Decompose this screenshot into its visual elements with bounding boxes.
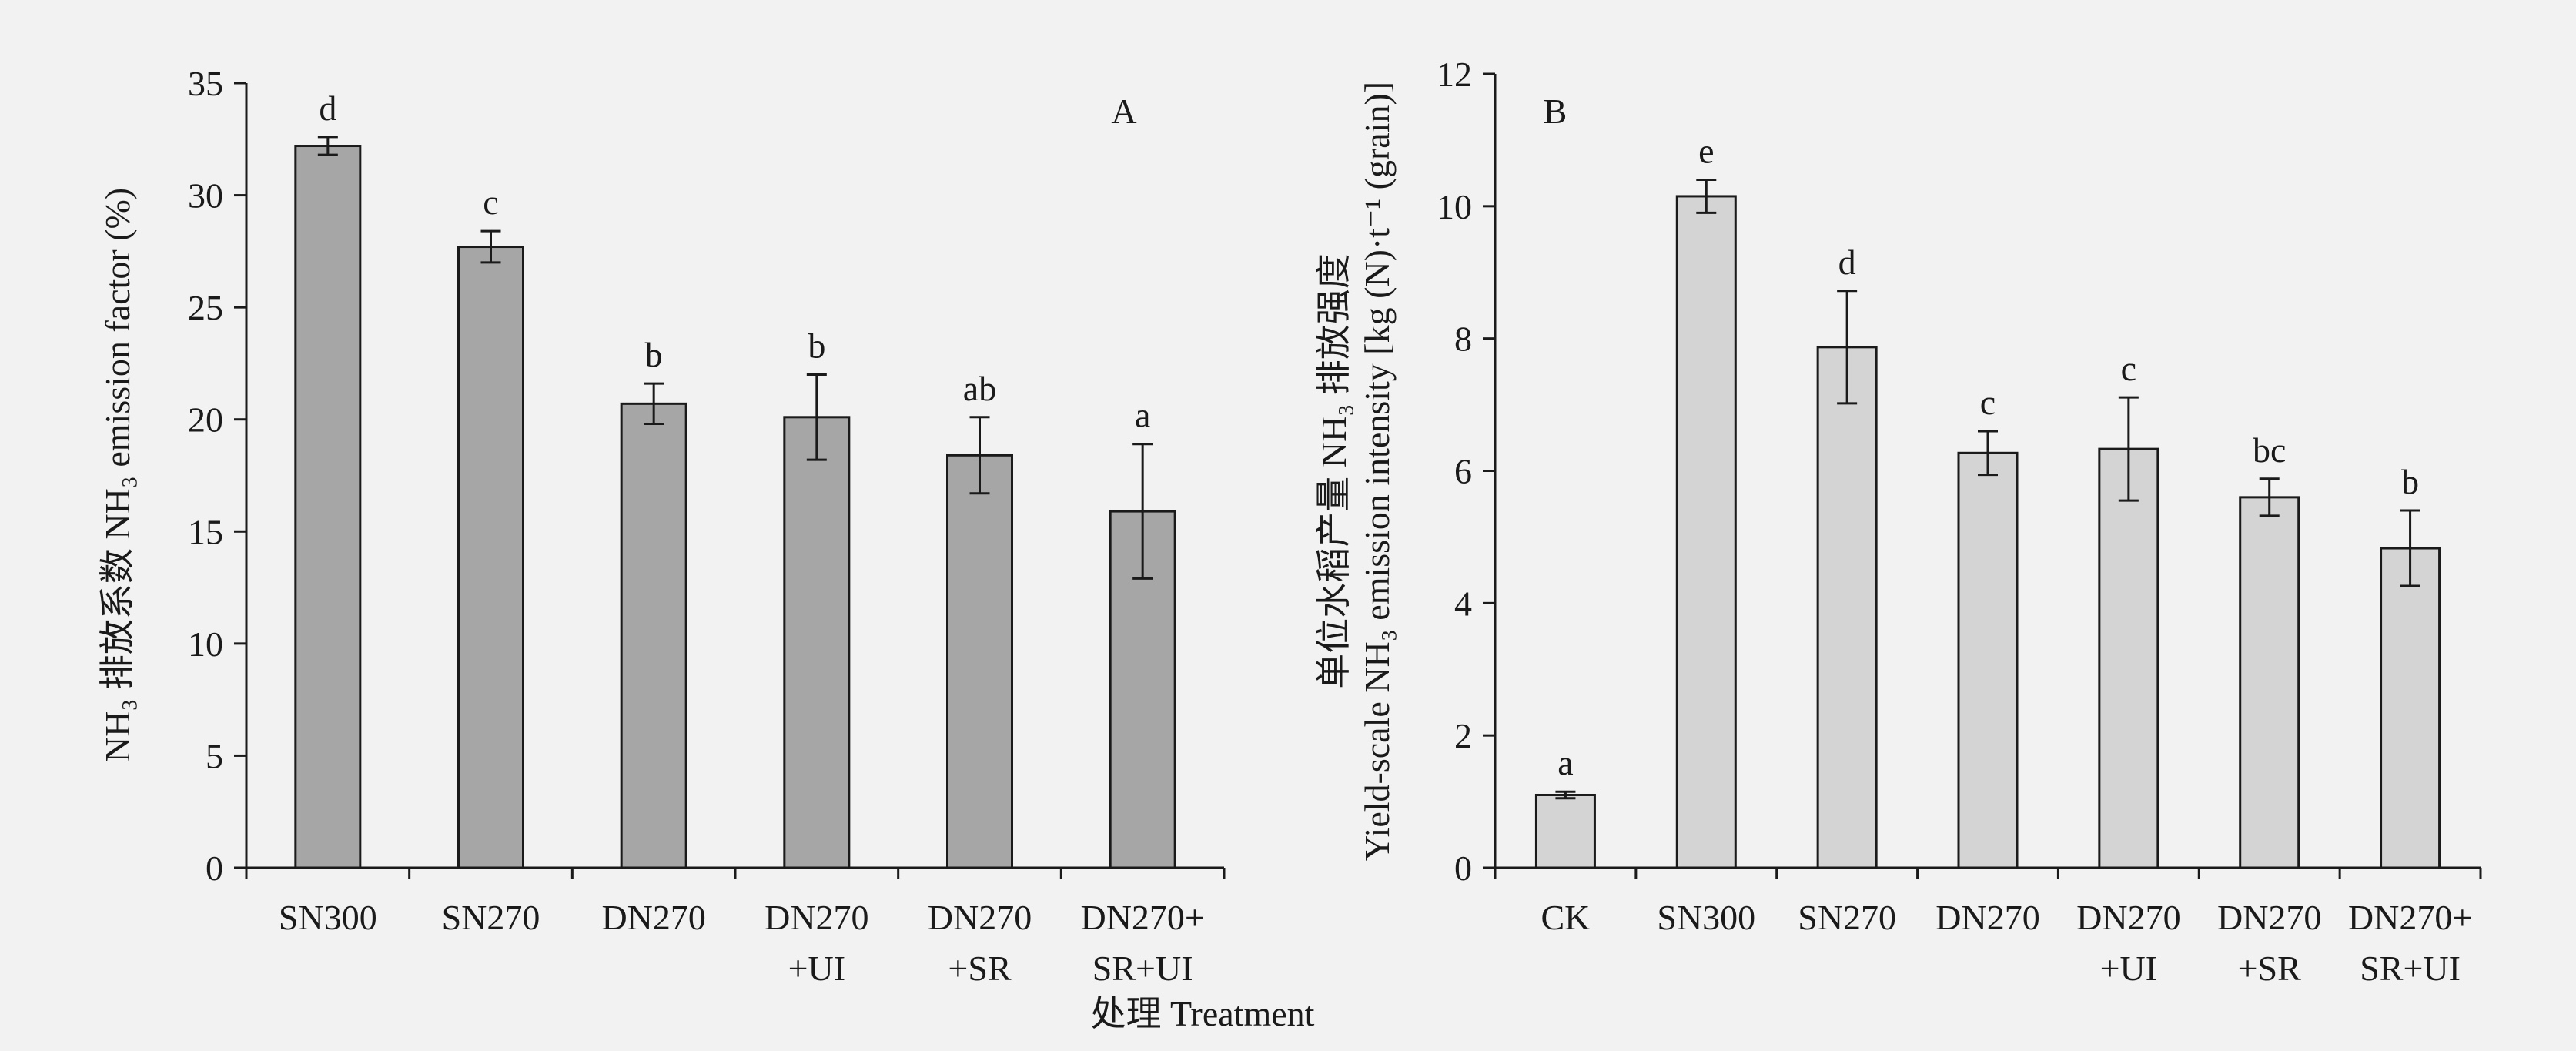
category-label: DN270 [1935, 898, 2039, 937]
panel-a: d SN300 c SN270 b DN270 b DN270 +UI ab DN270 +SR a DN… [98, 64, 1226, 988]
significance-label: b [645, 335, 663, 374]
bar [1816, 346, 1878, 869]
significance-label: b [808, 326, 825, 365]
significance-label: a [1557, 743, 1573, 782]
category-label: +UI [788, 949, 845, 988]
category-label: DN270+ [2348, 898, 2472, 937]
y-axis-title: NH₃ 排放系数 NH₃ emission factor (%) [98, 188, 137, 762]
significance-label: d [1838, 243, 1856, 282]
category-label: CK [1541, 898, 1590, 937]
panel-label: A [1111, 92, 1136, 131]
bar [2098, 447, 2159, 869]
y-tick-label: 15 [188, 512, 223, 551]
bar [1957, 451, 2019, 869]
significance-label: e [1698, 131, 1714, 170]
y-tick-label: 5 [206, 736, 223, 775]
x-axis-title: 处理 Treatment [1091, 994, 1315, 1033]
bar [2239, 496, 2300, 869]
category-label: DN270 [2217, 898, 2321, 937]
significance-label: bc [2253, 430, 2286, 470]
significance-label: c [483, 182, 498, 222]
y-tick-label: 30 [188, 176, 223, 216]
significance-label: a [1135, 396, 1150, 435]
y-tick-label: 20 [188, 400, 223, 440]
category-label: +SR [948, 949, 1012, 988]
bar [294, 145, 362, 869]
bar [457, 246, 524, 869]
category-label: DN270 [601, 898, 705, 937]
category-label: DN270 [2076, 898, 2180, 937]
category-label: SN300 [279, 898, 377, 937]
y-tick-label: 35 [188, 64, 223, 103]
significance-label: c [1980, 383, 1996, 422]
bar [946, 454, 1013, 869]
y-tick-label: 25 [188, 288, 223, 327]
bar [783, 416, 851, 869]
y-tick-label: 2 [1454, 716, 1472, 755]
bar [1534, 793, 1596, 869]
category-label: DN270+ [1080, 898, 1204, 937]
category-label: SR+UI [2360, 949, 2461, 988]
category-label: +SR [2238, 949, 2302, 988]
panel-label: B [1544, 92, 1567, 131]
y-tick-label: 10 [188, 624, 223, 664]
significance-label: ab [963, 369, 996, 408]
bar [1675, 195, 1737, 869]
y-tick-label: 6 [1454, 452, 1472, 491]
y-tick-label: 0 [1454, 848, 1472, 888]
category-label: SR+UI [1092, 949, 1193, 988]
panel-b: aCKeSN300dSN270cDN270cDN270+UIbcDN270+SR… [1314, 55, 2482, 988]
y-axis-title: 单位水稻产量 NH₃ 排放强度 [1314, 253, 1353, 688]
significance-label: d [319, 89, 336, 128]
y-tick-label: 8 [1454, 320, 1472, 359]
bar [2380, 547, 2441, 869]
y-tick-label: 4 [1454, 584, 1472, 623]
bar [620, 402, 687, 869]
y-tick-label: 0 [206, 848, 223, 888]
category-label: SN300 [1657, 898, 1755, 937]
significance-label: c [2121, 349, 2136, 388]
category-label: +UI [2100, 949, 2157, 988]
category-label: DN270 [928, 898, 1032, 937]
y-tick-label: 12 [1437, 55, 1472, 94]
y-axis-title: Yield-scale NH₃ emission intensity [kg (… [1357, 82, 1397, 861]
y-tick-label: 10 [1437, 187, 1472, 226]
category-label: SN270 [1798, 898, 1896, 937]
category-label: SN270 [442, 898, 540, 937]
significance-label: b [2401, 462, 2419, 501]
category-label: DN270 [764, 898, 868, 937]
